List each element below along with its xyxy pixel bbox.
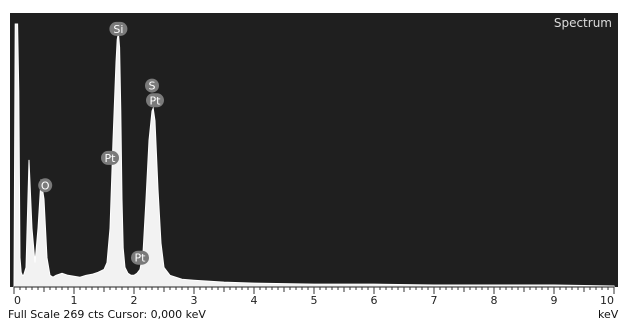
x-tick-label: 1: [71, 294, 78, 307]
peak-label-badge: [131, 250, 149, 265]
peak-label-pt-5: Pt: [131, 250, 149, 265]
spectrum-layer: [13, 23, 615, 288]
x-tick-label: 4: [251, 294, 258, 307]
peak-label-badge: [38, 178, 53, 193]
peak-label-s-3: S: [145, 78, 159, 93]
peak-label-text: Si: [113, 23, 123, 36]
x-axis: 0 1 2 3 4 5 6 7 8 9 10: [13, 286, 615, 307]
x-tick-label: 10: [600, 294, 614, 307]
peak-label-badge: [101, 150, 119, 165]
peak-label-badge: [109, 21, 128, 36]
x-tick-label: 0: [14, 294, 21, 307]
status-line: Full Scale 269 cts Cursor: 0,000 keV: [8, 308, 206, 321]
peak-label-si-2: Si: [109, 21, 128, 36]
x-tick-label: 6: [371, 294, 378, 307]
x-tick-label: 7: [431, 294, 438, 307]
x-tick-label: 9: [551, 294, 558, 307]
x-tick-label: 8: [491, 294, 498, 307]
chart-title: Spectrum: [554, 16, 612, 30]
peak-label-badge: [145, 78, 159, 93]
x-tick-label: 5: [311, 294, 318, 307]
peak-label-text: Pt: [135, 252, 147, 265]
peak-label-text: Pt: [105, 152, 117, 165]
peak-label-badge: [146, 93, 164, 108]
spectrum-fill-0: [13, 23, 615, 288]
x-tick-label: 3: [191, 294, 198, 307]
peak-label-pt-4: Pt: [146, 93, 164, 108]
peak-label-pt-1: Pt: [101, 150, 119, 165]
peak-label-text: Pt: [150, 94, 162, 107]
x-tick-label: 2: [131, 294, 138, 307]
x-axis-unit: keV: [598, 308, 619, 321]
peak-label-text: O: [41, 179, 50, 192]
peak-label-text: S: [149, 80, 156, 93]
plot-area: [10, 13, 618, 287]
peak-label-o-0: O: [38, 178, 53, 193]
